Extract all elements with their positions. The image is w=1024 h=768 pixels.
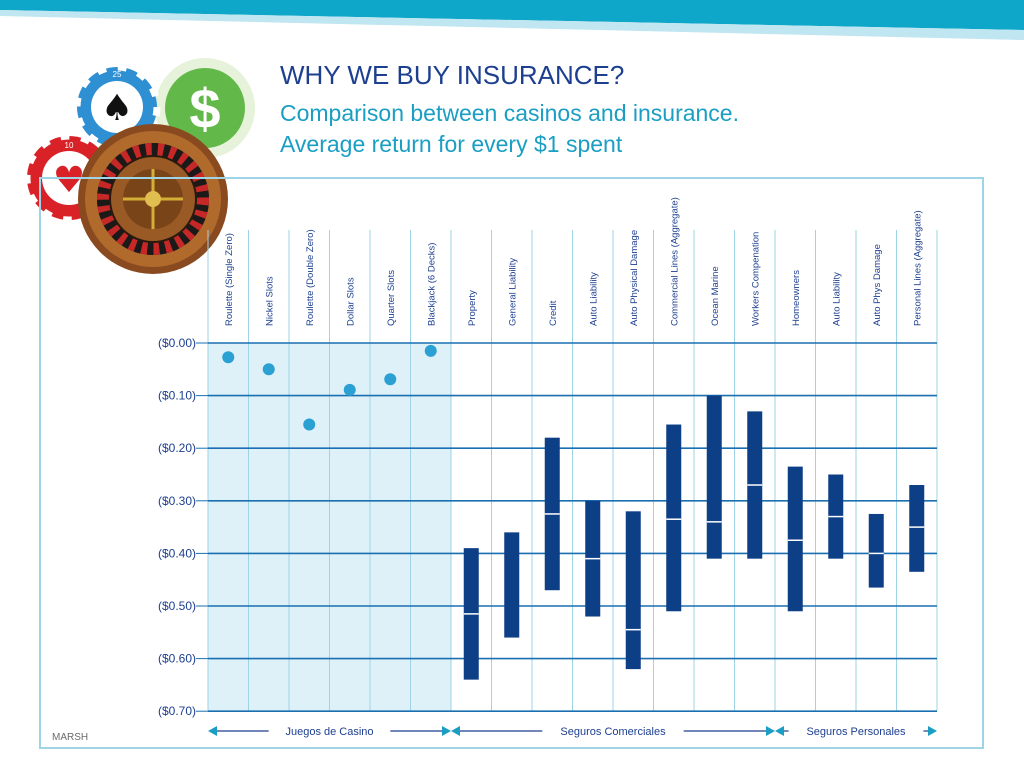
page-title: WHY WE BUY INSURANCE?	[280, 60, 625, 90]
category-label: Personal Lines (Aggregate)	[912, 210, 923, 326]
chart-frame	[39, 177, 984, 749]
insurance-range-bar	[706, 395, 722, 559]
group-label: Seguros Comerciales	[560, 726, 666, 738]
group-arrowhead-left	[208, 726, 217, 736]
footer-brand: MARSH	[52, 732, 89, 743]
svg-text:$: $	[189, 77, 220, 140]
insurance-range-bar	[787, 466, 803, 612]
category-label: Homeowners	[791, 270, 802, 326]
insurance-range-bar	[868, 513, 884, 588]
y-tick-label: ($0.40)	[158, 546, 196, 560]
category-label: Auto Liability	[588, 272, 599, 326]
category-label: Nickel Slots	[264, 276, 275, 326]
group-arrowhead-left	[451, 726, 460, 736]
svg-text:♠: ♠	[101, 88, 133, 129]
page-subtitle-line-1: Comparison between casinos and insurance…	[280, 100, 739, 126]
casino-point	[303, 418, 316, 431]
svg-text:10: 10	[65, 141, 74, 150]
svg-text:25: 25	[113, 70, 122, 79]
category-label: Roulette (Single Zero)	[224, 233, 235, 326]
category-label: Blackjack (6 Decks)	[426, 243, 437, 326]
category-label: Roulette (Double Zero)	[305, 229, 316, 326]
category-label: Auto Phys Damage	[872, 244, 883, 326]
insurance-range-bar	[625, 511, 641, 670]
category-label: Ocean Marine	[710, 266, 721, 326]
page-subtitle-line-2: Average return for every $1 spent	[280, 131, 623, 157]
y-tick-label: ($0.70)	[158, 704, 196, 718]
category-label: Dollar Slots	[345, 277, 356, 326]
y-tick-label: ($0.50)	[158, 599, 196, 613]
group-arrowhead-right	[442, 726, 451, 736]
category-label: Auto Liability	[831, 272, 842, 326]
y-tick-label: ($0.30)	[158, 494, 196, 508]
insurance-range-bar	[909, 485, 925, 572]
group-label: Seguros Personales	[806, 726, 906, 738]
casino-point	[262, 363, 275, 376]
casino-point	[343, 383, 356, 396]
casino-point	[424, 344, 437, 357]
category-label: General Liability	[507, 258, 518, 326]
group-arrowhead-right	[928, 726, 937, 736]
category-label: Credit	[548, 300, 559, 326]
category-label: Property	[467, 290, 478, 326]
group-arrowhead-right	[766, 726, 775, 736]
y-tick-label: ($0.10)	[158, 389, 196, 403]
casino-point	[384, 373, 397, 386]
category-label: Auto Physical Damage	[629, 230, 640, 326]
y-tick-label: ($0.60)	[158, 652, 196, 666]
top-banner	[0, 0, 1024, 40]
casino-point	[222, 351, 235, 364]
y-tick-label: ($0.00)	[158, 336, 196, 350]
category-label: Workers Compenation	[750, 232, 761, 326]
group-label: Juegos de Casino	[285, 726, 373, 738]
category-label: Commercial Lines (Aggregate)	[669, 197, 680, 326]
category-label: Quarter Slots	[386, 270, 397, 326]
group-arrowhead-left	[775, 726, 784, 736]
y-tick-label: ($0.20)	[158, 441, 196, 455]
insurance-range-bar	[666, 424, 682, 612]
insurance-range-bar	[504, 532, 520, 638]
